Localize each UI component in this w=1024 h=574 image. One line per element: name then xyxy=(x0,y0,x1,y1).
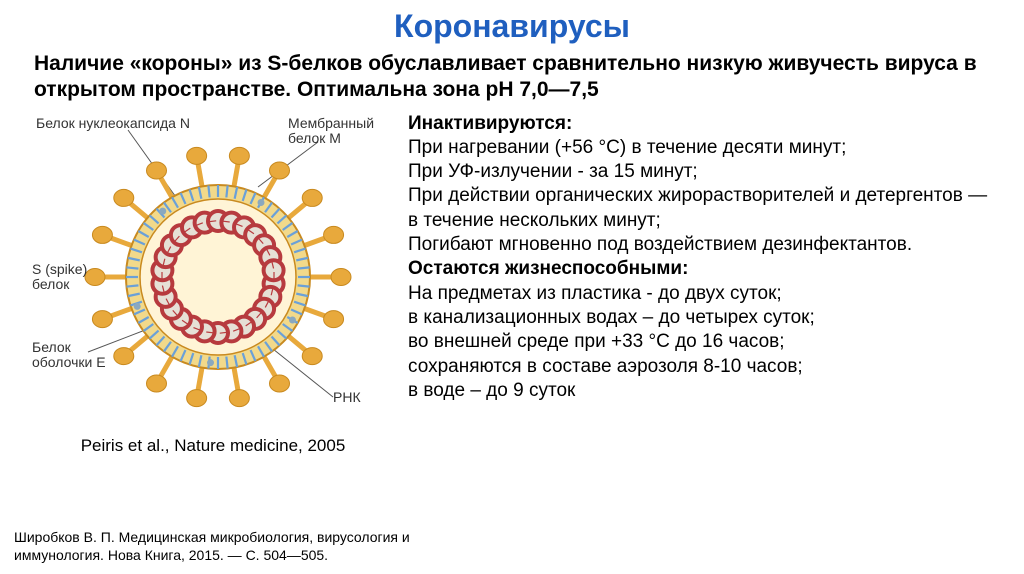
diagram-column: Белок нуклеокапсида N Мембранный белок M… xyxy=(28,112,398,456)
label-membrane: Мембранный белок M xyxy=(288,116,398,147)
reference-citation: Широбков В. П. Медицинская микробиология… xyxy=(14,529,494,564)
viable-heading: Остаются жизнеспособными: xyxy=(408,258,688,279)
label-nucleocapsid: Белок нуклеокапсида N xyxy=(36,116,206,131)
viable-line-0: На предметах из пластика - до двух суток… xyxy=(408,282,996,306)
page-title: Коронавирусы xyxy=(28,8,996,45)
viable-line-3: сохраняются в составе аэрозоля 8-10 часо… xyxy=(408,355,996,379)
inact-line-1: При УФ-излучении - за 15 минут; xyxy=(408,160,996,184)
label-spike: S (spike) белок xyxy=(32,262,102,293)
subtitle-text: Наличие «короны» из S-белков обуславлива… xyxy=(28,51,996,104)
viable-line-1: в канализационных водах – до четырех сут… xyxy=(408,306,996,330)
viable-line-4: в воде – до 9 суток xyxy=(408,379,996,403)
label-rna: РНК xyxy=(333,390,383,405)
inact-line-3: Погибают мгновенно под воздействием дези… xyxy=(408,233,996,257)
text-column: Инактивируются: При нагревании (+56 °C) … xyxy=(408,112,996,456)
inact-line-2: При действии органических жирорастворите… xyxy=(408,184,996,233)
virus-diagram: Белок нуклеокапсида N Мембранный белок M… xyxy=(28,112,398,432)
viable-line-2: во внешней среде при +33 °C до 16 часов; xyxy=(408,330,996,354)
inactivation-heading: Инактивируются: xyxy=(408,113,572,134)
label-envelope: Белок оболочки E xyxy=(32,340,117,371)
inact-line-0: При нагревании (+56 °C) в течение десяти… xyxy=(408,136,996,160)
diagram-caption: Peiris et al., Nature medicine, 2005 xyxy=(28,436,398,456)
